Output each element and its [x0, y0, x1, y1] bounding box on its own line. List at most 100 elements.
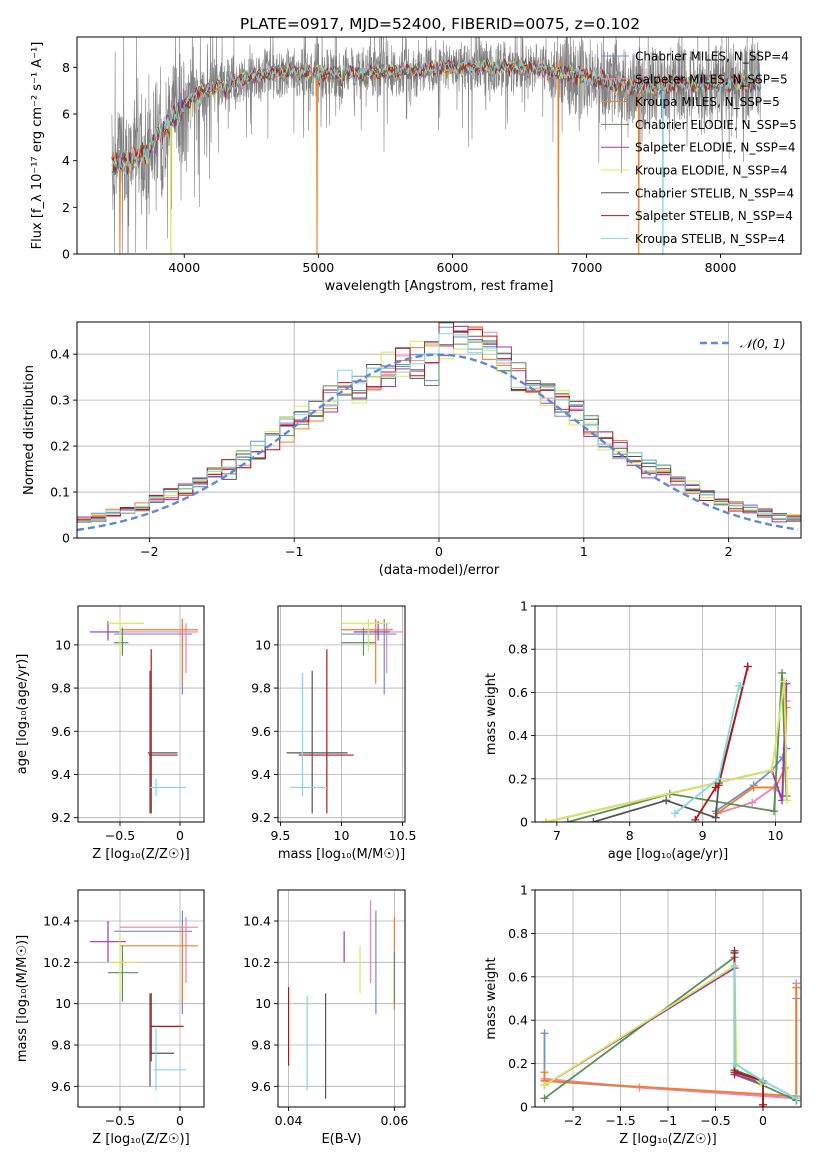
- series-marker-chabrier-elodie: [770, 807, 779, 816]
- x-tick-label: 0: [176, 828, 184, 843]
- y-tick-label: 2: [62, 200, 70, 215]
- axes-border: [277, 889, 406, 1108]
- series-line-kroupa-miles: [543, 987, 798, 1098]
- model-dip-kroupa-stelib: [661, 91, 664, 254]
- errorbar-kroupa-stelib: [290, 672, 327, 797]
- x-tick-label: 7: [553, 828, 561, 843]
- y-tick-label: 0.8: [508, 926, 528, 941]
- x-tick-label: 10: [768, 828, 784, 843]
- series-marker-salpeter-stelib: [730, 1068, 739, 1077]
- y-tick-label: 10: [55, 996, 71, 1011]
- errorbar-kroupa-miles: [120, 618, 198, 684]
- series-marker-kroupa-elodie: [540, 1081, 549, 1090]
- y-axis-label: Normed distribution: [22, 365, 37, 495]
- series-marker-kroupa-miles: [792, 983, 801, 992]
- normal-curve-line: [77, 353, 799, 532]
- model-dip-kroupa-miles: [637, 92, 640, 254]
- errorbar-salpeter-miles: [120, 623, 198, 673]
- axes-frame: −0.5 0 9.2 9.4 9.6 9.8 10 Z [log₁₀(Z/Z☉)] age [l…: [15, 605, 205, 862]
- x-axis-label: Z [log₁₀(Z/Z☉)]: [92, 1132, 189, 1147]
- plot-area: [111, 37, 762, 254]
- axes-border: [77, 605, 205, 823]
- errorbar-kroupa-stelib: [153, 1028, 186, 1091]
- plot-area: [541, 662, 792, 822]
- y-tick-label: 10.4: [243, 914, 271, 929]
- series-marker-chabrier-stelib: [711, 813, 720, 822]
- y-tick-label: 9.4: [251, 767, 271, 782]
- y-tick-label: 9.2: [251, 810, 271, 825]
- axes-frame: 9.5 10 10.5 9.2 9.4 9.6 9.8 10 mass [log₁₀(M/M☉)…: [251, 605, 416, 862]
- y-tick-label: 8: [62, 60, 70, 75]
- x-tick-label: 4000: [168, 260, 200, 275]
- chart-massweight-vs-Z: −2 −1.5 −1 −0.5 0 0 0.2 0.4 0.6 0.8 1 Z [log₁₀(Z/Z☉…: [484, 883, 802, 1147]
- y-tick-label: 10.2: [43, 955, 71, 970]
- y-tick-label: 0.6: [508, 969, 528, 984]
- x-axis-label: Z [log₁₀(Z/Z☉)]: [619, 1132, 716, 1147]
- y-tick-label: 0.2: [50, 439, 70, 454]
- errorbar-salpeter-miles: [120, 916, 198, 983]
- y-tick-label: 10.2: [243, 955, 271, 970]
- y-tick-label: 0.4: [508, 728, 528, 743]
- series-marker-kroupa-stelib: [730, 1059, 739, 1068]
- series-marker-kroupa-elodie: [541, 818, 550, 822]
- x-tick-label: 5000: [302, 260, 334, 275]
- chart-spectrum: 4000 5000 6000 7000 8000 0 2 4 6 8 wavelength [Ang…: [30, 36, 802, 294]
- model-dip-kroupa-miles: [316, 80, 318, 254]
- x-tick-label: −1: [659, 1113, 677, 1128]
- figure-title: PLATE=0917, MJD=52400, FIBERID=0075, z=0…: [240, 15, 640, 33]
- y-tick-label: 9.8: [251, 1038, 271, 1053]
- errorbar-kroupa-miles: [120, 925, 198, 1004]
- x-tick-label: −0.5: [105, 1113, 135, 1128]
- y-tick-label: 0.2: [508, 771, 528, 786]
- legend-label-salpeter-miles: Salpeter MILES, N_SSP=5: [635, 72, 788, 86]
- chart-massweight-vs-age: 7 8 9 10 0 0.2 0.4 0.6 0.8 1 age [log₁₀(age/yr)] ma…: [484, 599, 802, 862]
- y-tick-label: 9.6: [51, 724, 71, 739]
- x-axis-label: E(B-V): [321, 1132, 361, 1147]
- y-tick-label: 0: [520, 815, 528, 830]
- series-marker-kroupa-miles: [749, 783, 758, 792]
- x-tick-label: −0.5: [105, 828, 135, 843]
- y-tick-label: 9.8: [251, 681, 271, 696]
- errorbar-kroupa-miles: [341, 618, 393, 684]
- x-tick-label: 0.06: [380, 1113, 408, 1128]
- series-marker-chabrier-elodie: [563, 818, 572, 822]
- series-marker-chabrier-stelib: [662, 796, 671, 805]
- y-tick-label: 4: [62, 153, 70, 168]
- series-marker-kroupa-stelib: [730, 961, 739, 970]
- axes-border: [76, 36, 802, 255]
- x-tick-label: −2: [140, 544, 158, 559]
- series-marker-salpeter-stelib: [759, 1100, 767, 1107]
- plot-area: [77, 322, 801, 538]
- errorbar-chabrier-elodie: [114, 627, 129, 656]
- series-line-kroupa-elodie: [544, 964, 764, 1087]
- errorbar-chabrier-stelib: [147, 670, 178, 814]
- y-tick-label: 9.4: [51, 767, 71, 782]
- model-spectrum-kroupa-stelib: [111, 59, 761, 176]
- y-tick-label: 9.6: [251, 724, 271, 739]
- plot-area: [287, 900, 396, 1099]
- series-marker-kroupa-stelib: [714, 774, 723, 783]
- x-axis-label: age [log₁₀(age/yr)]: [608, 847, 729, 862]
- series-marker-kroupa-stelib: [792, 1094, 801, 1103]
- y-tick-label: 0.6: [508, 685, 528, 700]
- y-tick-label: 0.4: [508, 1013, 528, 1028]
- legend-label-chabrier-miles: Chabrier MILES, N_SSP=4: [635, 50, 789, 64]
- chart-age-vs-mass: 9.5 10 10.5 9.2 9.4 9.6 9.8 10 mass [log₁₀(M/M☉)…: [251, 605, 416, 862]
- y-axis-label: mass weight: [484, 673, 499, 755]
- x-tick-label: 9: [699, 828, 707, 843]
- x-tick-label: 2: [725, 544, 733, 559]
- x-tick-label: 0.04: [275, 1113, 303, 1128]
- errorbar-kroupa-elodie: [341, 618, 391, 652]
- series-marker-kroupa-stelib: [759, 1076, 767, 1085]
- y-tick-label: 1: [520, 599, 528, 614]
- model-dip-kroupa-elodie: [169, 125, 172, 254]
- axes-border: [534, 605, 802, 823]
- errorbar-salpeter-elodie: [353, 621, 391, 641]
- chart-mass-vs-ebv: 0.04 0.06 9.6 9.8 10 10.2 10.4 E(B-V): [243, 889, 408, 1147]
- chart-residuals: −2 −1 0 1 2 0 0.1 0.2 0.3 0.4 (data-model)/error No…: [22, 321, 802, 578]
- x-tick-label: −1: [285, 544, 303, 559]
- series-line-kroupa-elodie: [545, 681, 789, 822]
- chart-age-vs-Z: −0.5 0 9.2 9.4 9.6 9.8 10 Z [log₁₀(Z/Z☉)] age [l…: [15, 605, 205, 862]
- model-dip-kroupa-miles: [118, 170, 121, 254]
